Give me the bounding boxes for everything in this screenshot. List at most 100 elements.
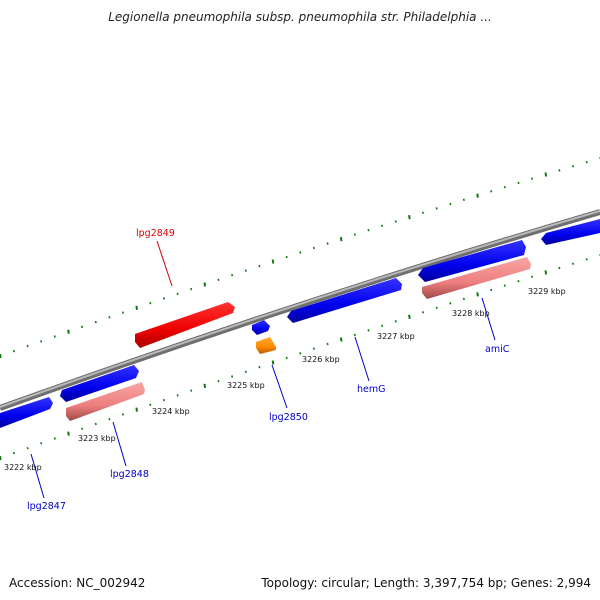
minor-tick [162, 297, 165, 300]
label-lpg2849[interactable]: lpg2849 [136, 228, 175, 239]
minor-tick [121, 413, 125, 416]
minor-tick [40, 442, 43, 445]
major-tick [476, 292, 479, 297]
tick-label: 3229 kbp [528, 287, 566, 296]
minor-tick [285, 255, 288, 259]
kbp-tick-labels: 3222 kbp 3223 kbp 3224 kbp 3225 kbp 3226… [4, 287, 566, 472]
major-tick [339, 236, 343, 242]
major-tick [271, 360, 275, 365]
rna-feature[interactable] [66, 382, 145, 421]
minor-tick [353, 333, 356, 337]
minor-tick [394, 320, 397, 323]
major-tick [271, 259, 275, 264]
minor-tick [381, 324, 384, 328]
tick-label: 3227 kbp [377, 332, 415, 341]
gene-feature[interactable] [0, 397, 53, 428]
minor-tick [231, 375, 234, 378]
minor-tick [531, 275, 534, 279]
gene-feature[interactable] [418, 240, 526, 282]
minor-tick [26, 446, 29, 450]
major-tick [203, 282, 207, 287]
minor-tick [571, 164, 575, 168]
minor-tick [81, 325, 84, 329]
minor-tick [435, 306, 438, 310]
orange-feature[interactable] [256, 337, 276, 354]
feature-labels: lpg2849 lpg2847 lpg2848 lpg2850 hemG ami… [27, 228, 510, 512]
minor-tick [503, 185, 506, 189]
minor-tick [517, 181, 520, 185]
minor-tick [231, 273, 234, 277]
minor-tick [490, 288, 493, 292]
tick-label: 3223 kbp [78, 434, 116, 443]
major-tick [67, 329, 70, 334]
minor-tick [12, 451, 15, 455]
minor-tick [367, 228, 370, 232]
major-tick [203, 383, 207, 389]
gene-feature[interactable] [541, 219, 600, 245]
major-tick [476, 193, 479, 198]
minor-tick [40, 340, 43, 343]
minor-tick [81, 427, 84, 431]
minor-tick [258, 264, 261, 268]
minor-tick [326, 242, 329, 245]
minor-tick [258, 365, 261, 369]
label-lpg2850[interactable]: lpg2850 [269, 412, 308, 423]
minor-tick [94, 320, 97, 324]
minor-tick [299, 352, 302, 355]
minor-tick [531, 177, 534, 180]
minor-tick [462, 297, 465, 301]
gene-lpg2849[interactable] [135, 302, 235, 348]
minor-tick [244, 370, 247, 374]
minor-tick [326, 342, 329, 346]
tick-label: 3228 kbp [452, 309, 490, 318]
major-tick [0, 455, 2, 461]
minor-tick [503, 284, 506, 287]
genome-backbone-highlight [0, 210, 600, 408]
minor-tick [94, 422, 97, 426]
minor-tick [217, 379, 220, 383]
minor-tick [449, 302, 452, 305]
accession-text: Accession: NC_002942 [9, 576, 146, 590]
gene-feature[interactable] [252, 320, 270, 335]
minor-tick [312, 246, 315, 250]
lower-tick-ruler [0, 254, 600, 461]
label-hemG[interactable]: hemG [357, 384, 385, 395]
major-tick [544, 172, 548, 177]
minor-tick [558, 169, 561, 172]
minor-tick [312, 347, 315, 350]
minor-tick [121, 311, 125, 314]
major-tick [135, 305, 138, 310]
tick-label: 3225 kbp [227, 381, 265, 390]
gene-hemG[interactable] [287, 278, 402, 323]
minor-tick [176, 292, 179, 296]
minor-tick [394, 220, 397, 223]
minor-tick [490, 190, 493, 193]
label-amiC[interactable]: amiC [485, 344, 510, 355]
major-tick [135, 407, 138, 412]
major-tick [544, 270, 548, 275]
major-tick [67, 431, 70, 436]
minor-tick [217, 278, 220, 282]
minor-tick [381, 224, 384, 228]
minor-tick [449, 202, 452, 206]
major-tick [408, 214, 411, 220]
minor-tick [26, 344, 29, 348]
major-tick [339, 337, 343, 342]
label-lpg2848[interactable]: lpg2848 [110, 469, 149, 480]
label-lpg2847[interactable]: lpg2847 [27, 501, 66, 512]
rna-amiC[interactable] [422, 257, 531, 299]
gene-feature[interactable] [60, 365, 139, 402]
minor-tick [435, 207, 438, 210]
major-tick [408, 314, 411, 319]
minor-tick [149, 403, 152, 407]
tick-label: 3226 kbp [302, 355, 340, 364]
minor-tick [108, 417, 111, 421]
minor-tick [517, 279, 520, 283]
minor-tick [299, 251, 302, 254]
minor-tick [285, 356, 288, 360]
major-tick [0, 353, 2, 359]
tick-label: 3222 kbp [4, 463, 42, 472]
map-title: Legionella pneumophila subsp. pneumophil… [108, 10, 492, 24]
minor-tick [585, 160, 588, 164]
